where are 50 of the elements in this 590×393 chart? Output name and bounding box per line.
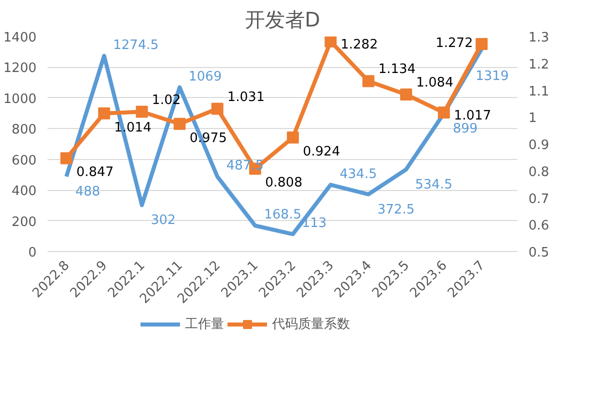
point [324, 36, 337, 48]
point [476, 38, 488, 50]
data-label: 1.134 [378, 62, 416, 78]
point [98, 107, 110, 120]
y-tick-label: 600 [12, 153, 37, 168]
data-label: 0.808 [265, 176, 302, 191]
point [438, 106, 450, 119]
data-label: 488 [75, 184, 100, 200]
y2-tick-label: 1.3 [528, 30, 550, 46]
data-label: 1319 [476, 68, 509, 84]
data-label: 1.017 [454, 108, 492, 124]
y-tick-label: 400 [12, 184, 37, 200]
data-label: 1069 [188, 69, 222, 84]
data-label: 434.5 [340, 166, 377, 182]
point [174, 118, 186, 130]
point [362, 75, 374, 88]
y2-tick-label: 0.7 [528, 192, 550, 207]
data-label: 372.5 [377, 202, 415, 218]
y-tick-label: 800 [12, 122, 37, 138]
data-label: 168.5 [264, 208, 302, 223]
y-tick-label: 200 [12, 214, 37, 230]
y2-tick-label: 0.6 [528, 218, 550, 234]
y-tick-label: 1200 [3, 61, 37, 76]
data-label: 302 [150, 213, 176, 228]
y2-tick-label: 0.8 [528, 164, 550, 180]
data-label: 1.084 [416, 76, 454, 91]
y2-tick-label: 0.5 [528, 246, 550, 260]
legend-label: 工作量 [184, 316, 224, 333]
legend-label: 代码质量系数 [272, 316, 350, 333]
y-tick-label: 0 [28, 246, 37, 260]
data-label: 0.847 [76, 165, 114, 180]
point [60, 152, 72, 164]
y2-tick-label: 1.1 [528, 84, 550, 100]
data-label: 0.924 [302, 144, 340, 160]
point [400, 88, 412, 101]
y2-tick-label: 1 [528, 111, 537, 126]
point [136, 106, 148, 118]
y2-tick-label: 1.2 [528, 57, 550, 72]
chart-title: 开发者D [244, 8, 320, 32]
data-label: 1274.5 [113, 38, 159, 53]
y-tick-label: 1000 [3, 92, 37, 107]
data-label: 1.282 [340, 37, 378, 52]
data-label: 1.031 [227, 90, 265, 105]
point [286, 132, 299, 144]
data-label: 1.272 [436, 36, 473, 52]
y2-tick-label: 0.9 [528, 138, 550, 153]
point [211, 102, 224, 115]
data-label: 534.5 [415, 177, 452, 192]
y-tick-label: 1400 [3, 30, 37, 46]
data-label: 899 [452, 121, 478, 136]
